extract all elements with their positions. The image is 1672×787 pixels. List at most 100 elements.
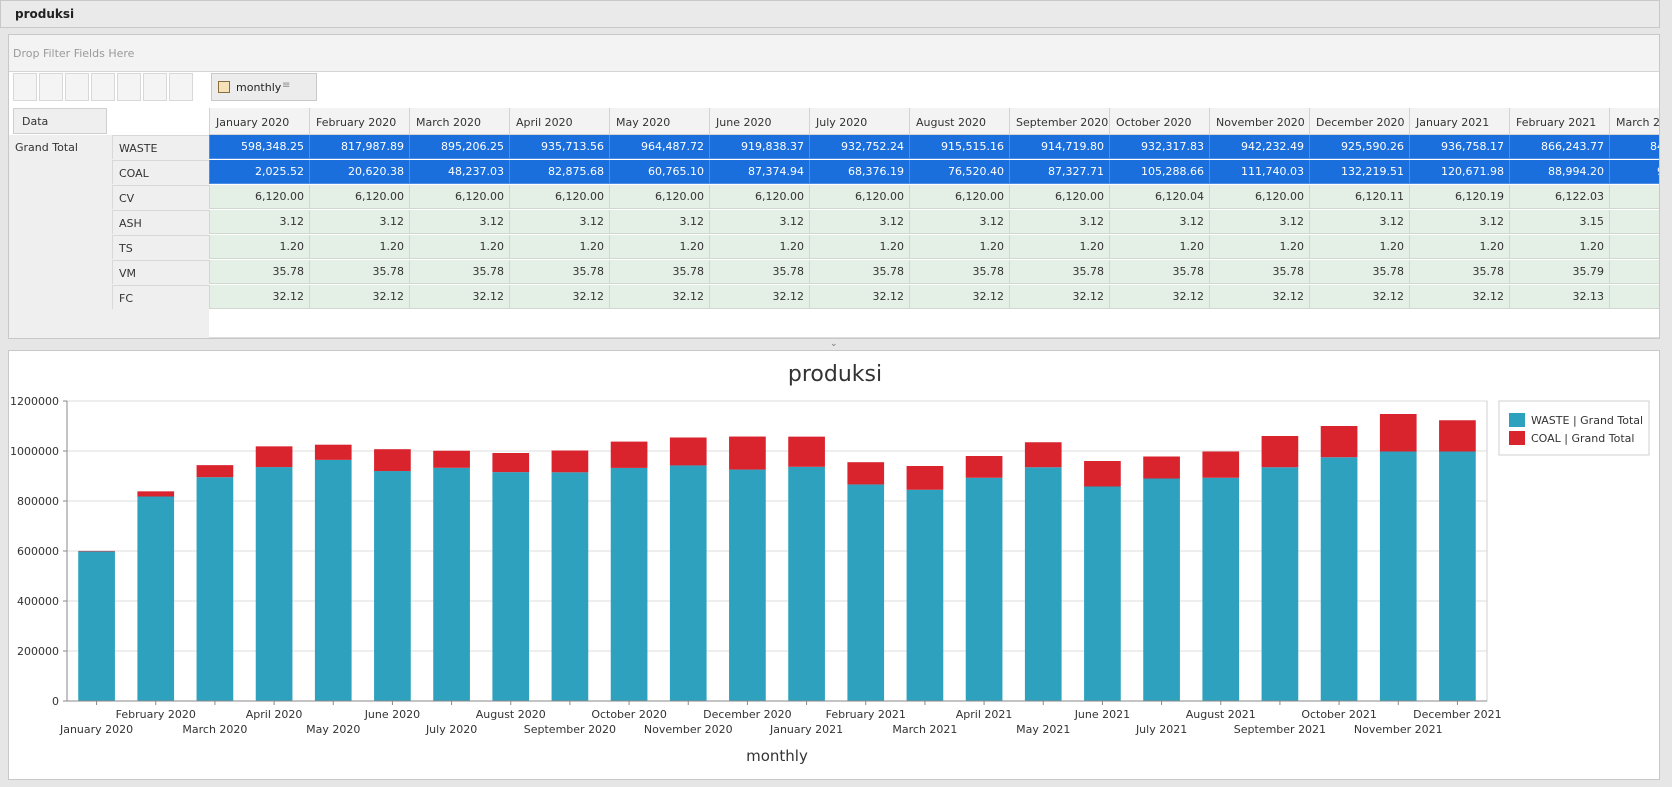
data-cell[interactable]: 60,765.10 bbox=[609, 160, 709, 184]
arrow-right-icon[interactable]: ▶ bbox=[1649, 338, 1656, 339]
data-cell[interactable]: 6,120.00 bbox=[909, 185, 1009, 209]
data-cell[interactable]: 1.20 bbox=[809, 235, 909, 259]
data-cell[interactable]: 1.20 bbox=[909, 235, 1009, 259]
empty-field-slot[interactable] bbox=[39, 73, 63, 101]
column-header[interactable]: May 2020 bbox=[609, 108, 709, 135]
data-cell[interactable]: 132,219.51 bbox=[1309, 160, 1409, 184]
empty-field-slot[interactable] bbox=[169, 73, 193, 101]
data-cell[interactable]: 32.12 bbox=[609, 285, 709, 309]
data-cell[interactable]: 48,237.03 bbox=[409, 160, 509, 184]
data-cell[interactable]: 6,120.00 bbox=[1209, 185, 1309, 209]
row-header-waste[interactable]: WASTE bbox=[112, 135, 209, 159]
data-field-header[interactable]: Data bbox=[13, 108, 107, 134]
row-header-cv[interactable]: CV bbox=[112, 185, 209, 209]
column-header[interactable]: September 2020 bbox=[1009, 108, 1109, 135]
data-cell[interactable]: 6,120.00 bbox=[509, 185, 609, 209]
data-cell[interactable]: 1.20 bbox=[509, 235, 609, 259]
column-header[interactable]: July 2020 bbox=[809, 108, 909, 135]
data-cell[interactable]: 964,487.72 bbox=[609, 135, 709, 159]
data-cell[interactable]: 935,713.56 bbox=[509, 135, 609, 159]
arrow-left-icon[interactable]: ◀ bbox=[212, 338, 219, 339]
data-cell[interactable]: 6,120.00 bbox=[709, 185, 809, 209]
column-header[interactable]: November 2020 bbox=[1209, 108, 1309, 135]
data-cell[interactable]: 1.20 bbox=[609, 235, 709, 259]
data-cell[interactable]: 35.78 bbox=[809, 260, 909, 284]
data-cell[interactable]: 914,719.80 bbox=[1009, 135, 1109, 159]
column-header[interactable]: February 2020 bbox=[309, 108, 409, 135]
data-cell[interactable]: 1.20 bbox=[409, 235, 509, 259]
data-cell[interactable]: 6,120.19 bbox=[1409, 185, 1509, 209]
data-cell[interactable] bbox=[1609, 185, 1659, 209]
column-header[interactable]: January 2020 bbox=[209, 108, 309, 135]
data-cell[interactable]: 120,671.98 bbox=[1409, 160, 1509, 184]
data-cell[interactable]: 35.78 bbox=[709, 260, 809, 284]
column-header[interactable]: October 2020 bbox=[1109, 108, 1209, 135]
data-cell[interactable]: 35.78 bbox=[509, 260, 609, 284]
data-cell[interactable]: 1.20 bbox=[1409, 235, 1509, 259]
data-cell[interactable]: 6,120.00 bbox=[209, 185, 309, 209]
row-header-vm[interactable]: VM bbox=[112, 260, 209, 284]
data-cell[interactable]: 1.20 bbox=[709, 235, 809, 259]
data-cell[interactable]: 35.78 bbox=[1009, 260, 1109, 284]
data-cell[interactable]: 35.78 bbox=[409, 260, 509, 284]
row-header-fc[interactable]: FC bbox=[112, 285, 209, 309]
empty-field-slot[interactable] bbox=[65, 73, 89, 101]
empty-field-slot[interactable] bbox=[91, 73, 115, 101]
data-cell[interactable]: 3.12 bbox=[309, 210, 409, 234]
data-cell[interactable]: 6,120.04 bbox=[1109, 185, 1209, 209]
data-cell[interactable]: 88,994.20 bbox=[1509, 160, 1609, 184]
data-cell[interactable]: 1.20 bbox=[1009, 235, 1109, 259]
data-cell[interactable]: 1.20 bbox=[309, 235, 409, 259]
data-cell[interactable] bbox=[1609, 260, 1659, 284]
data-cell[interactable]: 1.20 bbox=[1109, 235, 1209, 259]
data-cell[interactable]: 3.12 bbox=[1009, 210, 1109, 234]
data-cell[interactable]: 1.20 bbox=[1309, 235, 1409, 259]
data-cell[interactable]: 9 bbox=[1609, 160, 1659, 184]
row-header-coal[interactable]: COAL bbox=[112, 160, 209, 184]
data-cell[interactable]: 87,374.94 bbox=[709, 160, 809, 184]
data-cell[interactable]: 32.12 bbox=[1309, 285, 1409, 309]
data-cell[interactable]: 87,327.71 bbox=[1009, 160, 1109, 184]
data-cell[interactable]: 6,120.00 bbox=[609, 185, 709, 209]
data-cell[interactable]: 32.12 bbox=[1109, 285, 1209, 309]
data-cell[interactable] bbox=[1609, 235, 1659, 259]
data-cell[interactable]: 32.12 bbox=[1409, 285, 1509, 309]
data-cell[interactable]: 3.12 bbox=[609, 210, 709, 234]
data-cell[interactable]: 68,376.19 bbox=[809, 160, 909, 184]
data-cell[interactable]: 932,317.83 bbox=[1109, 135, 1209, 159]
data-cell[interactable]: 936,758.17 bbox=[1409, 135, 1509, 159]
data-cell[interactable]: 76,520.40 bbox=[909, 160, 1009, 184]
column-header[interactable]: February 2021 bbox=[1509, 108, 1609, 135]
data-cell[interactable]: 598,348.25 bbox=[209, 135, 309, 159]
empty-field-slot[interactable] bbox=[143, 73, 167, 101]
data-cell[interactable]: 6,120.00 bbox=[409, 185, 509, 209]
column-header[interactable]: March 20 bbox=[1609, 108, 1659, 135]
data-cell[interactable]: 932,752.24 bbox=[809, 135, 909, 159]
data-cell[interactable]: 895,206.25 bbox=[409, 135, 509, 159]
data-cell[interactable]: 35.79 bbox=[1509, 260, 1609, 284]
data-cell[interactable]: 3.12 bbox=[1209, 210, 1309, 234]
data-cell[interactable]: 3.12 bbox=[409, 210, 509, 234]
data-cell[interactable] bbox=[1609, 285, 1659, 309]
column-header[interactable]: August 2020 bbox=[909, 108, 1009, 135]
filter-drop-area[interactable]: Drop Filter Fields Here bbox=[9, 35, 1659, 72]
data-cell[interactable]: 3.12 bbox=[1309, 210, 1409, 234]
data-cell[interactable]: 3.15 bbox=[1509, 210, 1609, 234]
data-cell[interactable]: 35.78 bbox=[209, 260, 309, 284]
data-cell[interactable]: 32.12 bbox=[309, 285, 409, 309]
data-cell[interactable]: 35.78 bbox=[1209, 260, 1309, 284]
data-cell[interactable]: 32.12 bbox=[709, 285, 809, 309]
data-cell[interactable]: 1.20 bbox=[1209, 235, 1309, 259]
column-header[interactable]: January 2021 bbox=[1409, 108, 1509, 135]
chevron-down-icon[interactable]: ⌄ bbox=[830, 339, 838, 349]
data-cell[interactable]: 6,120.00 bbox=[309, 185, 409, 209]
data-cell[interactable]: 3.12 bbox=[1409, 210, 1509, 234]
data-cell[interactable]: 3.12 bbox=[1109, 210, 1209, 234]
data-cell[interactable]: 942,232.49 bbox=[1209, 135, 1309, 159]
data-cell[interactable]: 32.12 bbox=[809, 285, 909, 309]
data-cell[interactable]: 3.12 bbox=[209, 210, 309, 234]
data-cell[interactable] bbox=[1609, 210, 1659, 234]
monthly-field-button[interactable]: monthly ≡ bbox=[211, 73, 317, 101]
data-cell[interactable]: 3.12 bbox=[809, 210, 909, 234]
data-cell[interactable]: 915,515.16 bbox=[909, 135, 1009, 159]
